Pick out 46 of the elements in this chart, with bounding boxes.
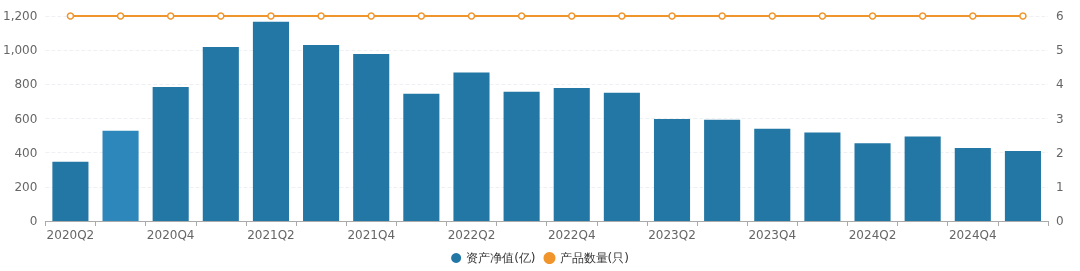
bar — [453, 72, 490, 221]
bar — [804, 132, 841, 221]
bar — [553, 87, 590, 221]
x-tick-label: 2023Q2 — [648, 228, 696, 242]
y2-tick-label: 4 — [1056, 77, 1064, 92]
x-tick-label: 2020Q2 — [46, 228, 95, 242]
x-tick-label: 2024Q4 — [948, 228, 997, 242]
bar — [303, 45, 340, 221]
y2-tick-label: 3 — [1056, 111, 1064, 126]
x-tick-label: 2022Q4 — [547, 228, 596, 242]
y2-tick-label: 5 — [1056, 43, 1064, 58]
bar — [1004, 150, 1041, 221]
bar — [704, 119, 741, 221]
x-tick-label: 2021Q2 — [247, 228, 295, 242]
bar — [754, 128, 791, 221]
x-tick-label: 2023Q4 — [748, 228, 797, 242]
legend-label: 资产净值(亿) — [466, 251, 536, 265]
bar — [904, 136, 941, 221]
bar — [854, 143, 891, 221]
bar — [252, 21, 289, 221]
y2-tick-label: 6 — [1056, 9, 1064, 23]
x-tick-label: 2020Q4 — [146, 228, 195, 242]
bar — [52, 161, 89, 221]
x-tick-label: 2021Q4 — [347, 228, 396, 242]
bar — [653, 119, 691, 221]
bar — [603, 92, 640, 221]
x-tick-label: 2024Q2 — [848, 228, 897, 242]
y-tick-label: 600 — [14, 111, 38, 126]
y-tick-label: 1,200 — [2, 9, 38, 23]
bar — [102, 130, 139, 221]
y2-tick-label: 2 — [1056, 145, 1064, 160]
x-tick-label: 2022Q2 — [447, 228, 496, 242]
bar — [353, 53, 390, 221]
y2-tick-label: 1 — [1056, 179, 1064, 194]
legend-label: 产品数量(只) — [559, 251, 629, 265]
y-tick-label: 400 — [14, 145, 38, 160]
y-tick-label: 200 — [14, 179, 38, 194]
bar — [202, 47, 239, 221]
y2-tick-label: 0 — [1056, 214, 1064, 228]
bar — [503, 91, 540, 221]
bar — [152, 86, 189, 221]
bar — [403, 93, 440, 221]
y-tick-label: 800 — [14, 77, 38, 92]
y-tick-label: 0 — [29, 214, 38, 228]
y-tick-label: 1,000 — [2, 43, 38, 58]
bar — [954, 148, 991, 221]
